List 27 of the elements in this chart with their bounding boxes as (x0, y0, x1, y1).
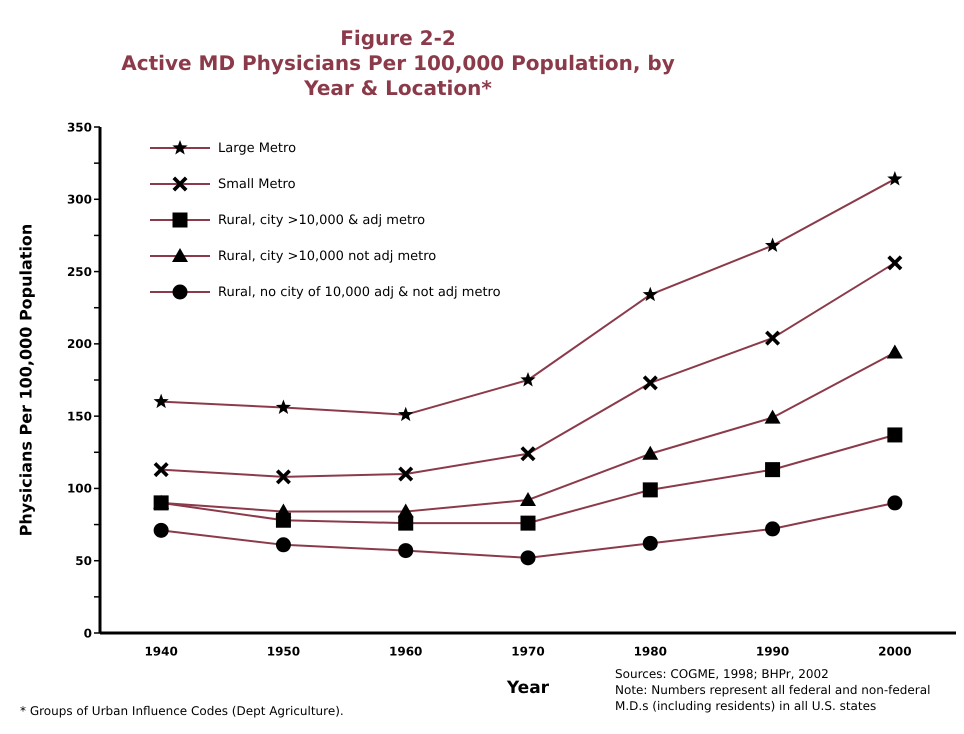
legend-label: Small Metro (218, 176, 296, 192)
y-tick-label: 100 (66, 482, 92, 496)
x-axis-title: Year (506, 678, 550, 698)
chart-title: Figure 2-2 (339, 26, 457, 51)
y-tick-label: 250 (66, 264, 92, 279)
x-tick-label: 2000 (878, 644, 912, 659)
y-tick-label: 200 (66, 337, 92, 352)
y-tick-label: 350 (66, 120, 92, 134)
legend-label: Large Metro (218, 140, 296, 156)
x-tick-label: 1990 (756, 644, 790, 659)
x-tick-label: 1950 (266, 644, 300, 659)
text: * Groups of Urban Influence Codes (Dept Agriculture). (20, 704, 344, 718)
y-tick-label: 150 (66, 409, 92, 424)
source-note: Sources: COGME, 1998; BHPr, 2002 (615, 666, 830, 682)
legend-label: Rural, city >10,000 not adj metro (218, 248, 436, 264)
x-tick-label: 1970 (511, 644, 545, 659)
y-axis-title: Physicians Per 100,000 Population (16, 224, 36, 536)
y-tick-label: 50 (75, 554, 92, 568)
x-tick-label: 1980 (634, 644, 667, 659)
text: Note: Numbers represent all federal and non-federal M.D.s (including residents) in all U.S. states (615, 682, 932, 714)
x-tick-label: 1960 (389, 644, 422, 659)
y-tick-label: 0 (84, 626, 92, 640)
chart-subtitle: Active MD Physicians Per 100,000 Population, by Year & Location* (120, 51, 676, 101)
y-tick-label: 300 (66, 192, 92, 207)
x-tick-label: 1940 (144, 644, 178, 659)
legend-label: Rural, city >10,000 & adj metro (218, 212, 426, 228)
legend-label: Rural, no city of 10,000 adj & not adj metro (218, 284, 501, 300)
